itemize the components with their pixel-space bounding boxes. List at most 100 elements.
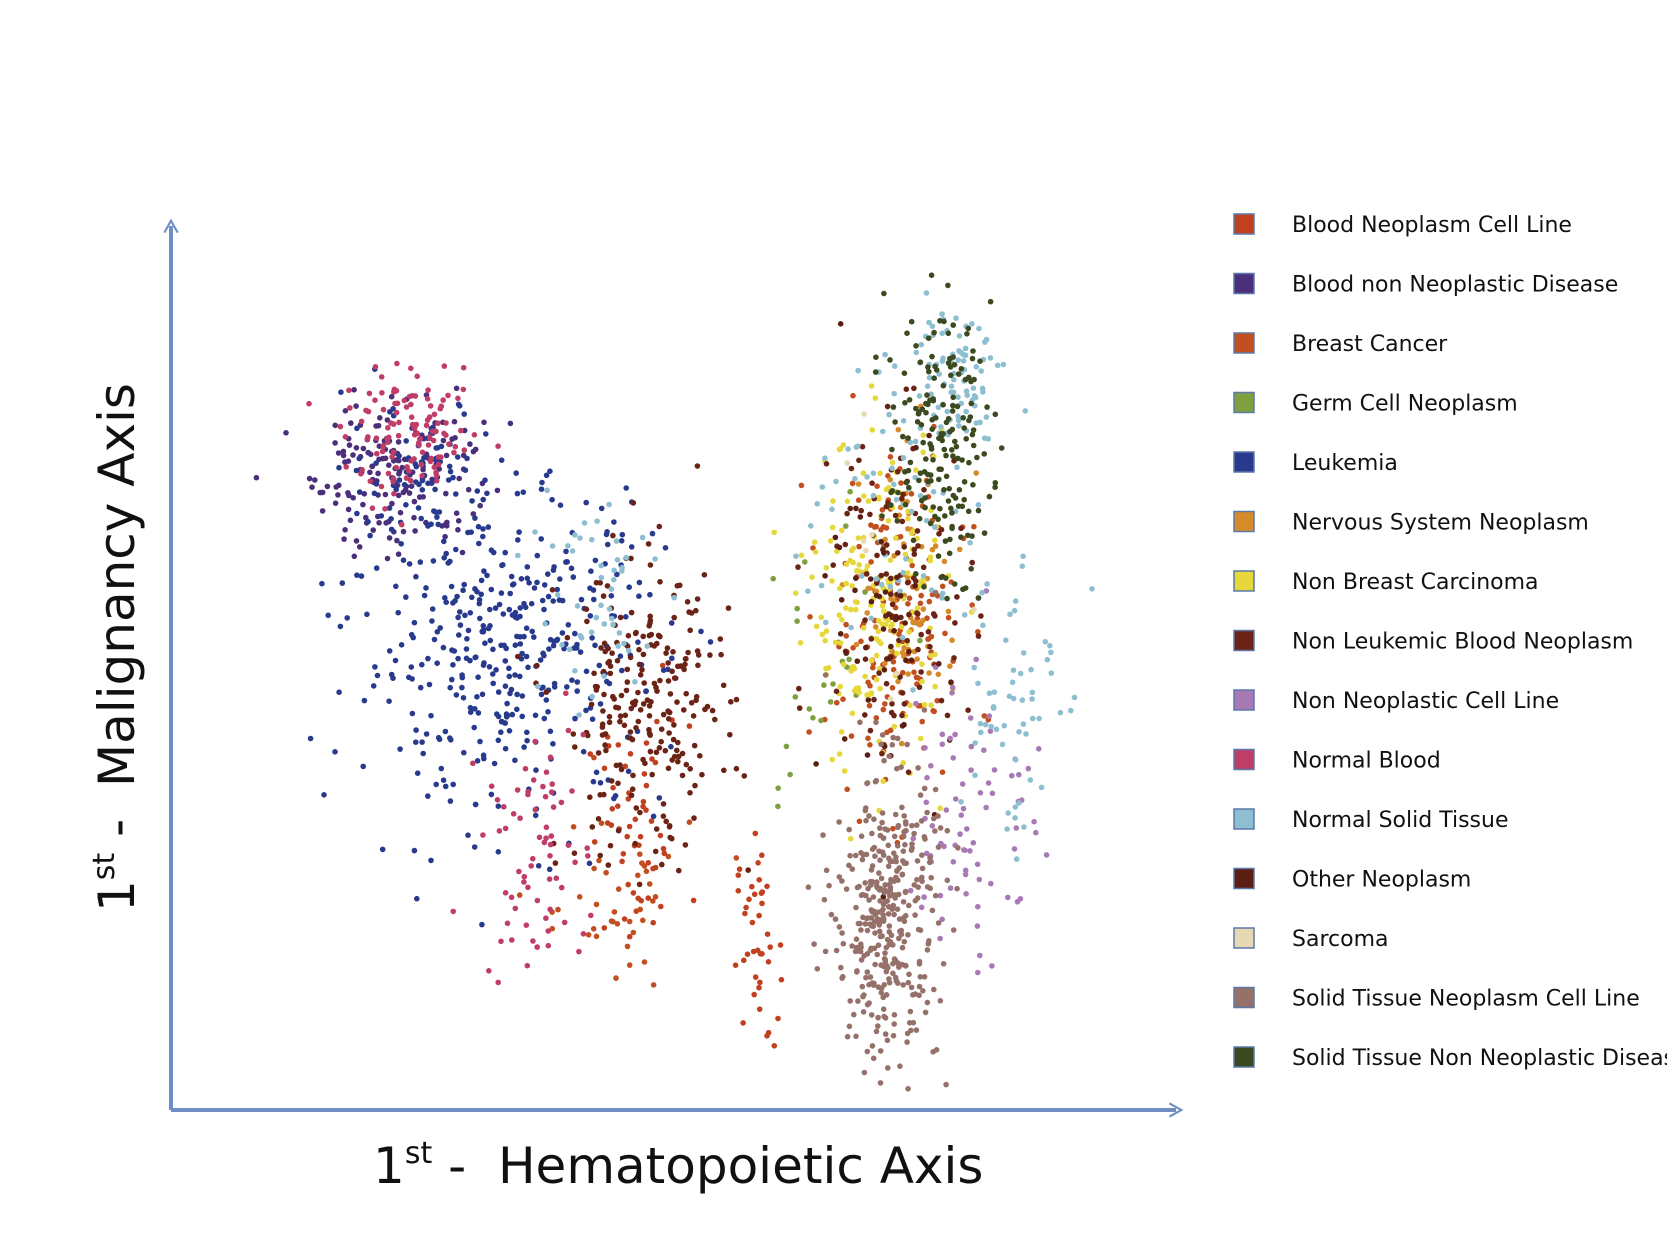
data-point	[587, 751, 594, 757]
data-point	[967, 848, 973, 854]
data-point	[948, 505, 954, 512]
data-point	[868, 945, 874, 952]
data-point	[928, 874, 934, 881]
data-point	[365, 434, 371, 440]
data-point	[882, 621, 889, 628]
data-point	[877, 898, 883, 904]
data-point	[862, 921, 869, 927]
data-point	[931, 329, 937, 336]
data-point	[428, 712, 434, 719]
data-point	[818, 717, 824, 724]
data-point	[901, 370, 908, 377]
data-point	[924, 884, 931, 890]
data-point	[615, 742, 622, 748]
data-point	[461, 411, 468, 417]
data-point	[525, 664, 531, 671]
data-point	[943, 807, 950, 813]
data-point	[420, 750, 427, 757]
data-point	[924, 999, 931, 1006]
data-point	[823, 867, 830, 874]
data-point	[971, 664, 977, 671]
data-point	[532, 738, 538, 745]
data-point	[403, 594, 409, 600]
data-point	[674, 747, 680, 754]
data-point	[916, 958, 923, 965]
data-point	[876, 928, 883, 935]
data-point	[401, 397, 408, 404]
data-point	[1009, 772, 1015, 779]
data-point	[862, 880, 868, 886]
data-point	[451, 418, 458, 425]
data-point	[888, 890, 894, 897]
data-point	[418, 461, 425, 468]
data-point	[695, 662, 701, 669]
data-point	[324, 483, 331, 490]
data-point	[389, 500, 395, 507]
data-point	[916, 992, 922, 999]
data-point	[810, 715, 816, 721]
data-point	[915, 543, 921, 549]
data-point	[843, 621, 849, 628]
data-point	[411, 847, 418, 854]
data-point	[431, 636, 438, 643]
data-point	[553, 875, 560, 881]
data-point	[825, 665, 832, 671]
data-point	[633, 725, 639, 731]
data-point	[573, 645, 580, 651]
data-point	[867, 878, 874, 885]
data-point	[452, 598, 458, 604]
data-point	[900, 848, 907, 854]
data-point	[890, 970, 896, 977]
data-point	[878, 989, 885, 996]
data-point	[986, 690, 993, 697]
data-point	[622, 763, 629, 770]
data-point	[528, 600, 535, 607]
data-point	[630, 890, 637, 896]
data-point	[500, 611, 507, 617]
data-point	[485, 524, 492, 530]
data-point	[306, 400, 312, 407]
data-point	[471, 724, 478, 731]
data-point	[374, 672, 381, 679]
data-point	[453, 385, 460, 392]
data-point	[939, 311, 945, 317]
data-point	[598, 574, 605, 581]
data-point	[890, 902, 897, 909]
data-point	[866, 702, 873, 709]
data-point	[283, 430, 289, 436]
data-point	[932, 363, 938, 370]
data-point	[588, 568, 594, 574]
data-point	[607, 670, 614, 677]
data-point	[544, 487, 550, 494]
data-point	[538, 691, 545, 698]
data-point	[519, 693, 526, 699]
data-point	[502, 890, 509, 896]
data-point	[913, 700, 919, 707]
data-point	[549, 781, 555, 787]
data-point	[922, 745, 928, 751]
data-point	[756, 1006, 763, 1012]
data-point	[636, 646, 642, 653]
data-point	[550, 567, 557, 573]
data-point	[442, 728, 449, 735]
data-point	[554, 636, 561, 643]
data-point	[901, 813, 907, 819]
data-point	[480, 526, 486, 532]
data-point	[829, 756, 835, 763]
data-point	[918, 341, 925, 348]
data-point	[358, 418, 365, 425]
data-point	[380, 443, 387, 450]
legend-label: Non Neoplastic Cell Line	[1292, 689, 1559, 714]
data-point	[813, 761, 819, 767]
data-point	[893, 858, 899, 865]
data-point	[880, 994, 886, 1001]
data-point	[434, 629, 441, 635]
data-point	[914, 876, 920, 883]
data-point	[585, 932, 592, 938]
data-point	[699, 771, 705, 778]
data-point	[838, 964, 844, 971]
data-point	[930, 397, 937, 404]
data-point	[524, 962, 531, 969]
data-point	[863, 974, 869, 981]
data-point	[878, 581, 885, 588]
